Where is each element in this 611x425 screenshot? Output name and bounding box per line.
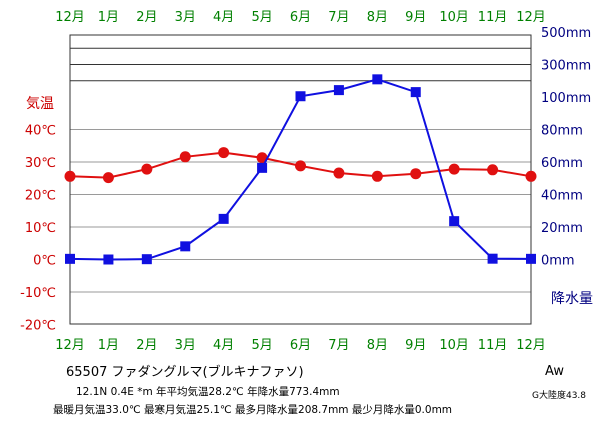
temperature-point: [141, 163, 153, 175]
temperature-point: [487, 164, 499, 176]
month-label-top: 8月: [367, 10, 388, 25]
precipitation-tick-label: 80mm: [541, 124, 583, 139]
precipitation-point: [295, 91, 306, 102]
precipitation-point: [526, 253, 536, 264]
temperature-point: [64, 170, 76, 182]
month-label-bottom: 12月: [55, 338, 85, 353]
temperature-axis-label: 気温: [26, 96, 54, 112]
month-label-top: 2月: [136, 10, 157, 25]
precipitation-tick-label: 60mm: [541, 156, 583, 171]
plot-frame: [69, 34, 532, 325]
precipitation-tick-label: 0mm: [541, 254, 575, 269]
month-label-bottom: 4月: [213, 338, 234, 353]
continentality-index: G大陸度43.8: [532, 391, 587, 401]
month-label-top: 1月: [98, 10, 119, 25]
temperature-point: [371, 170, 383, 182]
month-label-top: 12月: [55, 10, 85, 25]
month-label-bottom: 8月: [367, 338, 388, 353]
month-label-bottom: 11月: [478, 338, 508, 353]
temperature-point: [295, 160, 306, 172]
month-label-bottom: 1月: [98, 338, 119, 353]
temperature-tick-label: -10℃: [20, 286, 56, 301]
month-label-bottom: 5月: [251, 338, 272, 353]
temperature-point: [256, 152, 268, 164]
precipitation-point: [410, 87, 421, 98]
month-label-top: 9月: [405, 10, 426, 25]
station-name: 65507 ファダングルマ(ブルキナファソ): [66, 365, 304, 380]
precipitation-point: [180, 241, 191, 252]
temperature-tick-label: 40℃: [25, 124, 56, 139]
temperature-tick-label: 30℃: [25, 156, 56, 171]
precipitation-tick-label: 40mm: [541, 189, 583, 204]
precipitation-tick-label: 100mm: [541, 91, 591, 106]
precipitation-tick-label: 20mm: [541, 221, 583, 236]
station-extremes: 最暖月気温33.0℃ 最寒月気温25.1℃ 最多月降水量208.7mm 最少月降…: [53, 404, 453, 416]
month-label-top: 4月: [213, 10, 234, 25]
month-label-bottom: 9月: [405, 338, 426, 353]
precipitation-tick-label: 300mm: [541, 59, 591, 74]
month-label-bottom: 2月: [136, 338, 157, 353]
temperature-tick-label: 10℃: [25, 221, 56, 236]
station-summary: 12.1N 0.4E *m 年平均気温28.2℃ 年降水量773.4mm: [76, 386, 340, 398]
month-label-bottom: 6月: [290, 338, 311, 353]
month-label-bottom: 3月: [175, 338, 196, 353]
month-label-top: 5月: [251, 10, 272, 25]
temperature-tick-label: -20℃: [20, 319, 56, 334]
month-label-top: 10月: [439, 10, 469, 25]
precipitation-point: [218, 213, 229, 224]
temperature-tick-label: 20℃: [25, 189, 56, 204]
precipitation-point: [257, 162, 268, 173]
precipitation-point: [333, 85, 344, 96]
temperature-point: [448, 163, 460, 175]
month-label-top: 3月: [175, 10, 196, 25]
precipitation-point: [141, 254, 152, 265]
month-label-top: 7月: [328, 10, 349, 25]
temperature-point: [179, 151, 191, 163]
month-label-bottom: 7月: [328, 338, 349, 353]
precipitation-point: [65, 253, 75, 264]
temperature-point: [410, 168, 422, 180]
month-label-bottom: 12月: [516, 338, 546, 353]
precipitation-axis-label: 降水量: [551, 291, 593, 307]
month-label-top: 6月: [290, 10, 311, 25]
temperature-point: [333, 167, 345, 179]
month-label-bottom: 10月: [439, 338, 469, 353]
climate-class: Aw: [545, 364, 564, 379]
precipitation-point: [103, 254, 114, 265]
month-label-top: 12月: [516, 10, 546, 25]
temperature-point: [218, 147, 230, 159]
precipitation-tick-label: 500mm: [541, 26, 591, 41]
temperature-point: [102, 172, 114, 184]
temperature-tick-label: 0℃: [33, 254, 56, 269]
precipitation-point: [372, 74, 383, 85]
precipitation-point: [449, 216, 460, 227]
precipitation-point: [487, 253, 498, 264]
month-label-top: 11月: [478, 10, 508, 25]
temperature-point: [525, 170, 537, 182]
